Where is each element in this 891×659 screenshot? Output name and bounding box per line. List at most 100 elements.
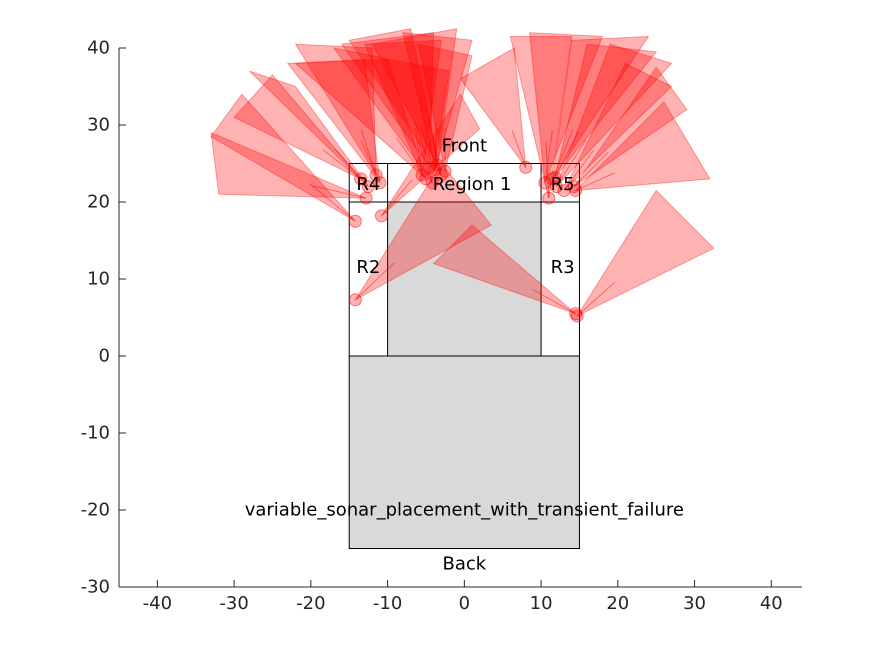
chart-label-5: R2 [356, 257, 380, 278]
sonar-cone [574, 101, 711, 192]
sonar-2 [210, 131, 373, 205]
sonar-heading [576, 281, 616, 317]
sonar-heading [554, 131, 579, 178]
sonar-27 [570, 189, 715, 323]
sonar-4 [233, 74, 368, 186]
y-tick-label: -20 [81, 500, 110, 521]
sonar-23 [548, 43, 658, 184]
sonar-marker [567, 180, 581, 194]
sonar-heading [322, 149, 362, 180]
sonar-heading [381, 179, 413, 217]
sonar-cone [294, 59, 428, 181]
sonar-marker [438, 164, 452, 178]
sonar-cones [210, 28, 715, 323]
sonar-marker [354, 172, 368, 186]
sonar-heading [532, 288, 576, 315]
sonar-marker [373, 176, 387, 190]
chart-label-2: Region 1 [433, 174, 512, 195]
y-tick-label: -10 [81, 423, 110, 444]
y-tick-label: 0 [99, 346, 110, 367]
sonar-heading [573, 151, 609, 187]
sonar-cone [575, 189, 715, 318]
y-tick-label: 10 [87, 269, 110, 290]
sonar-marker [425, 176, 439, 190]
sonar-cone [371, 28, 458, 167]
sonar-marker [546, 172, 560, 186]
sonar-marker [569, 307, 583, 321]
chart-label-8: Back [442, 553, 486, 574]
sonar-17 [459, 47, 533, 174]
chart-label-3: R4 [356, 174, 380, 195]
sonar-heading [556, 139, 587, 187]
sonar-marker [348, 214, 362, 228]
sonar-cone [552, 35, 650, 180]
sonar-marker [361, 180, 375, 194]
sonar-heading [428, 119, 438, 166]
y-tick-label: -30 [81, 577, 110, 598]
sonar-heading [417, 139, 433, 183]
x-tick-label: 0 [459, 593, 470, 614]
sonar-cone [381, 93, 481, 217]
x-tick-label: -40 [143, 593, 172, 614]
sonar-cone [249, 70, 369, 187]
sonar-heading [575, 172, 615, 191]
y-tick-label: 30 [87, 115, 110, 136]
sonar-12 [294, 59, 433, 186]
sonar-cone [348, 28, 442, 176]
x-tick-label: -10 [373, 593, 402, 614]
sonar-marker [542, 191, 556, 205]
sonar-cone [363, 39, 442, 177]
sonar-cone [459, 47, 527, 170]
sonar-cone [286, 59, 381, 185]
sonar-heading [544, 130, 553, 183]
sonar-cone [402, 32, 473, 172]
sonar-19 [529, 32, 604, 190]
sonar-heading [313, 185, 367, 199]
sonar-marker [538, 176, 552, 190]
y-tick-label: 20 [87, 192, 110, 213]
sonar-9 [363, 39, 442, 182]
sonar-cone [340, 32, 435, 169]
sonar-10 [340, 32, 437, 174]
x-tick-label: -30 [219, 593, 248, 614]
chart-label-6: R3 [551, 257, 575, 278]
sonar-15 [348, 28, 448, 182]
sonar-marker [570, 309, 584, 323]
sonar-heading [360, 129, 377, 176]
axes: -40 -30 -20 -10 0 10 20 30 40 -30 -20 -10 0 10 20 30 40 [81, 38, 802, 614]
chart-label-4: R5 [551, 174, 575, 195]
sonar-marker [519, 160, 533, 174]
sonar-heading [419, 125, 442, 176]
vehicle-body [348, 163, 580, 549]
sonar-heading [360, 140, 381, 183]
sonar-marker [415, 168, 429, 182]
sonar-marker [348, 293, 362, 307]
chart-label-1: Front [442, 135, 488, 156]
sonar-26 [432, 224, 583, 321]
sonar-heading [434, 123, 437, 170]
sonar-marker [369, 168, 383, 182]
sonar-heading [414, 128, 423, 176]
x-tick-label: -20 [296, 593, 325, 614]
sonar-marker [434, 168, 448, 182]
sonar-cone [555, 43, 673, 187]
sonar-heading [396, 137, 427, 180]
chart-label-7: variable_sonar_placement_with_transient_… [245, 500, 684, 521]
sonar-marker [548, 170, 562, 184]
sonar-cone [529, 32, 604, 183]
sonar-marker [374, 209, 388, 223]
sonar-cone [233, 74, 362, 180]
sonar-6 [286, 59, 387, 190]
sonar-marker [419, 172, 433, 186]
sonar-20 [546, 35, 650, 186]
sonar-cone [563, 62, 673, 191]
x-tick-label: 30 [683, 593, 706, 614]
sonar-18 [509, 35, 573, 205]
rear-block [348, 355, 580, 549]
sonar-cone [353, 162, 492, 302]
sonar-cone [332, 47, 450, 185]
sonar-25 [567, 66, 688, 194]
sonar-13 [332, 47, 450, 190]
sonar-heading [552, 129, 574, 180]
